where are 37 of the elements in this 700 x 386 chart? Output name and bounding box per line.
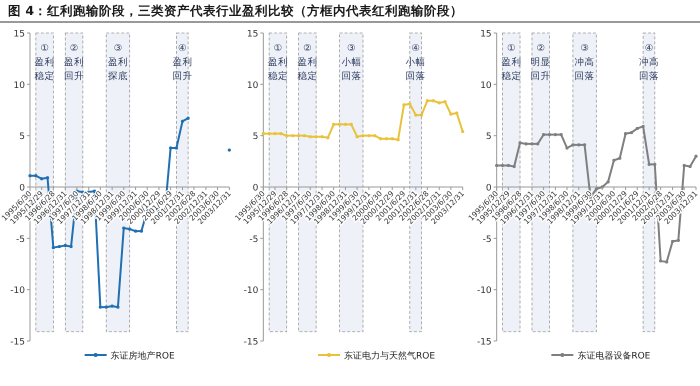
- band-label: ②盈利稳定: [297, 43, 318, 82]
- y-tick-label: 0: [19, 184, 26, 194]
- band-label: ④小幅回落: [406, 43, 426, 82]
- band-label: ①盈利稳定: [34, 43, 55, 82]
- band-label: ④冲高回落: [638, 43, 659, 82]
- y-tick-label: -5: [482, 234, 492, 245]
- legend-label: 东证房地产ROE: [110, 350, 176, 362]
- y-tick-label: -5: [16, 234, 25, 245]
- y-tick-label: -15: [244, 338, 258, 348]
- y-tick-label: 5: [486, 132, 492, 142]
- legend-label: 东证电器设备ROE: [577, 350, 651, 362]
- y-tick-label: -10: [10, 286, 26, 296]
- band-label: ①盈利稳定: [268, 43, 288, 82]
- legend-label: 东证电力与天然气ROE: [344, 350, 436, 362]
- y-tick-label: 10: [480, 80, 492, 91]
- y-tick-label: 5: [19, 132, 25, 142]
- band-label: ③冲高回落: [574, 43, 595, 82]
- y-tick-label: 0: [252, 184, 259, 194]
- y-tick-label: 15: [246, 30, 258, 40]
- y-tick-label: -15: [476, 338, 492, 348]
- y-tick-label: -10: [476, 286, 492, 296]
- y-tick-label: -10: [244, 286, 259, 296]
- y-tick-label: 15: [480, 30, 492, 40]
- y-tick-label: 5: [252, 132, 258, 142]
- y-tick-label: 10: [246, 80, 259, 91]
- y-tick-label: 15: [14, 30, 25, 40]
- chart-title: 图 4：红利跑输阶段，三类资产代表行业盈利比较（方框内代表红利跑输阶段）: [8, 3, 464, 18]
- band-label: ①盈利稳定: [501, 43, 522, 82]
- band-label: ②明显回升: [530, 43, 551, 82]
- y-tick-label: -15: [10, 338, 25, 348]
- band-label: ②盈利回升: [64, 43, 84, 82]
- y-tick-label: -5: [249, 234, 258, 245]
- band-label: ③小幅回落: [341, 43, 362, 82]
- band-label: ④盈利回升: [172, 43, 192, 82]
- band-label: ③盈利探底: [108, 43, 128, 82]
- y-tick-label: 10: [14, 80, 26, 91]
- y-tick-label: 0: [486, 184, 492, 194]
